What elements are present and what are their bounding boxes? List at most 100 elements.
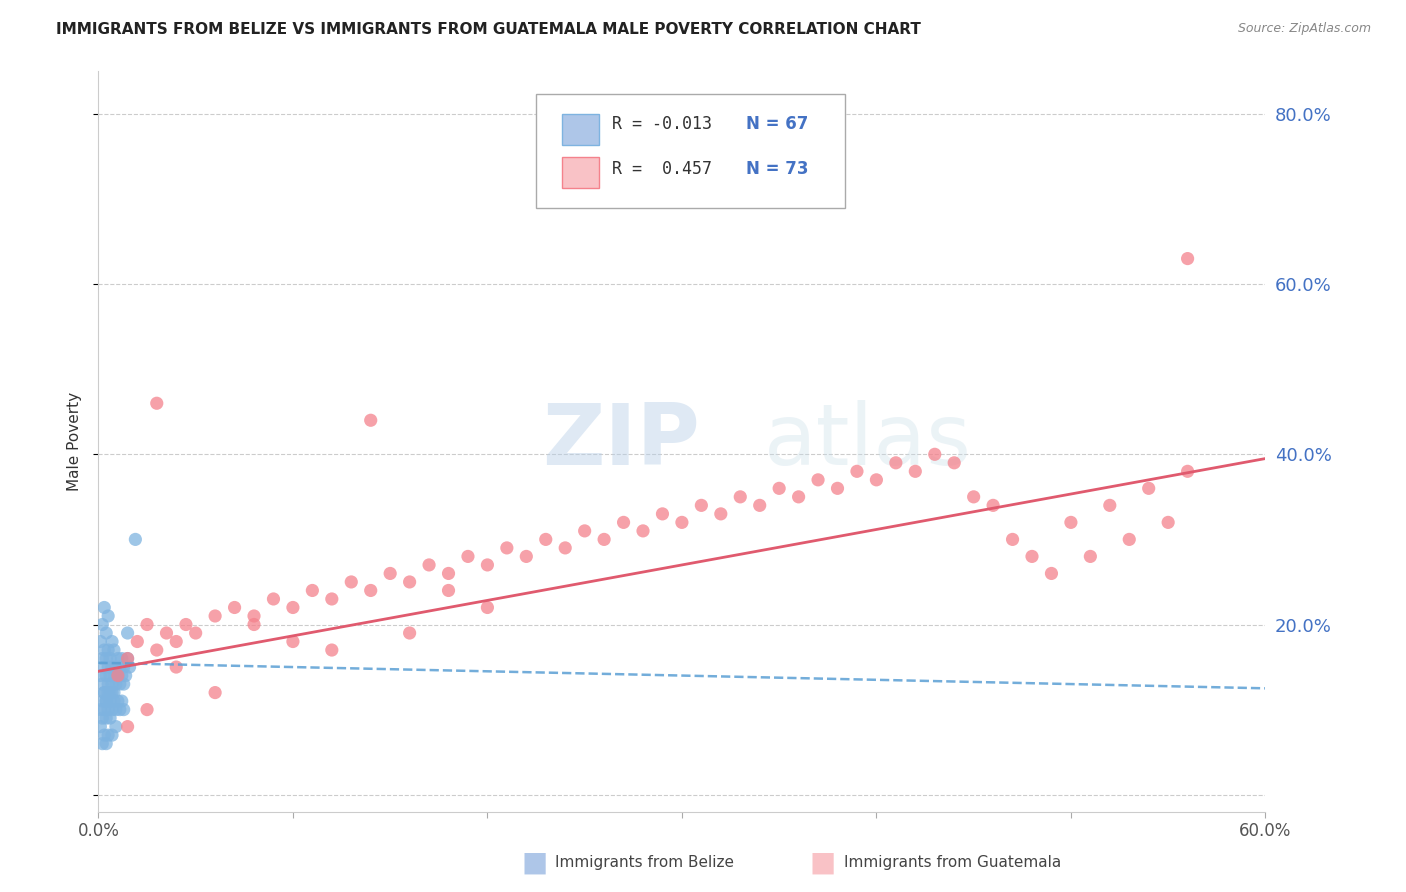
Point [360,583,382,598]
Point [1001,533,1024,547]
Point [1040,566,1063,581]
Point [457,549,479,564]
Point [89,634,111,648]
Point [710,507,733,521]
Point [97,660,120,674]
Point [108,677,131,691]
Point [93,660,115,674]
Point [574,524,596,538]
Point [101,660,124,674]
Point [340,574,363,589]
Point [103,685,125,699]
Point [534,533,557,547]
Point [114,668,136,682]
Point [112,660,135,674]
Point [1098,499,1121,513]
Point [613,516,636,530]
Text: R =  0.457: R = 0.457 [612,160,711,178]
Point [962,490,984,504]
Point [91,694,114,708]
Point [117,651,139,665]
Point [101,677,124,691]
Point [97,728,120,742]
Point [1157,516,1180,530]
Bar [562,114,599,145]
Text: N = 73: N = 73 [747,160,808,178]
Point [380,566,402,581]
Point [98,651,121,665]
Point [104,720,127,734]
Point [515,549,537,564]
Point [204,609,226,624]
Point [155,626,177,640]
Text: Immigrants from Guatemala: Immigrants from Guatemala [844,855,1062,870]
Text: Source: ZipAtlas.com: Source: ZipAtlas.com [1237,22,1371,36]
Point [1177,252,1199,266]
Point [89,703,111,717]
Point [174,617,197,632]
Point [730,490,752,504]
Point [865,473,887,487]
Point [884,456,907,470]
Point [748,499,770,513]
Point [690,499,713,513]
Point [103,643,125,657]
Point [111,668,134,682]
Point [301,583,323,598]
Point [281,600,304,615]
Point [93,703,115,717]
Point [93,728,115,742]
Point [398,626,420,640]
Point [1177,464,1199,478]
Point [827,481,849,495]
Point [787,490,810,504]
Point [127,634,149,648]
Point [98,711,121,725]
Point [93,600,115,615]
Point [262,591,284,606]
Text: ZIP: ZIP [541,400,700,483]
Y-axis label: Male Poverty: Male Poverty [67,392,83,491]
Text: N = 67: N = 67 [747,115,808,133]
Point [184,626,207,640]
Point [104,660,127,674]
Point [98,694,121,708]
Point [104,677,127,691]
Point [96,694,118,708]
Point [437,583,460,598]
Point [96,626,118,640]
Point [107,694,129,708]
Point [1060,516,1083,530]
Point [846,464,869,478]
Point [118,660,141,674]
Point [1137,481,1160,495]
Point [243,617,266,632]
Point [104,703,127,717]
Point [111,651,134,665]
Point [496,541,519,555]
Point [101,685,124,699]
Point [117,720,139,734]
Point [224,600,246,615]
Point [1021,549,1043,564]
Point [321,643,343,657]
Point [554,541,576,555]
Point [631,524,654,538]
Point [91,617,114,632]
Point [101,728,124,742]
Point [281,634,304,648]
Point [111,694,134,708]
Point [477,558,499,572]
Point [91,677,114,691]
Point [418,558,440,572]
Point [398,574,420,589]
Point [96,737,118,751]
Point [477,600,499,615]
Point [146,396,169,410]
Point [107,668,129,682]
Point [97,703,120,717]
Point [112,703,135,717]
Point [243,609,266,624]
Point [89,720,111,734]
Point [136,703,159,717]
